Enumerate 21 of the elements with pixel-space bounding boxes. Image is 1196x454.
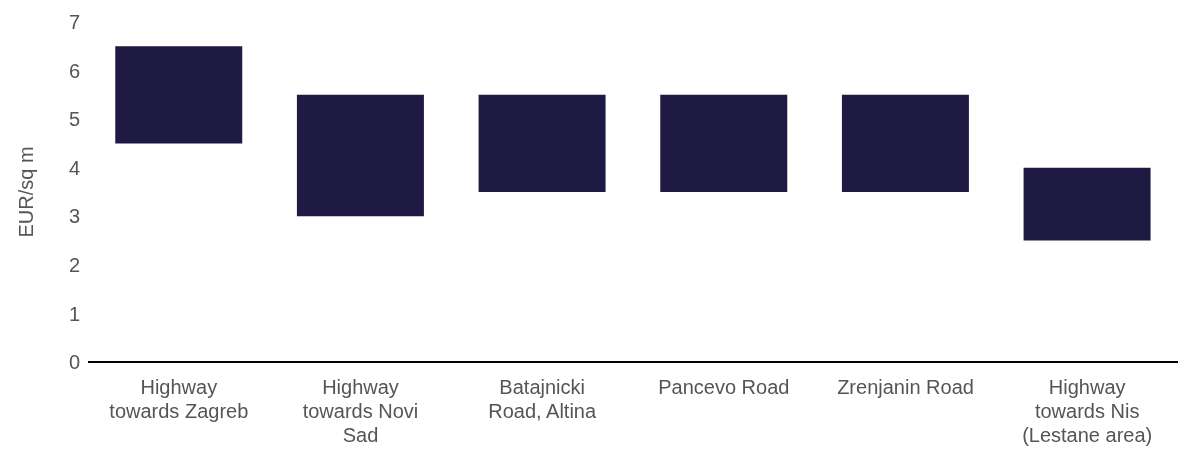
y-tick-label: 1 <box>68 302 80 325</box>
y-tick-label: 2 <box>68 253 80 276</box>
x-tick-label: Batajnicki Road, Altina <box>488 376 597 422</box>
x-tick-label: Pancevo Road <box>658 376 790 398</box>
bar <box>841 94 969 192</box>
y-tick-label: 5 <box>68 108 80 131</box>
y-tick-label: 6 <box>68 59 80 82</box>
y-axis-title: EUR/sq m <box>15 146 38 238</box>
x-tick-label: Highway towards Nis (Lestane area) <box>1022 376 1153 446</box>
x-tick-label: Highway towards Novi Sad <box>302 376 419 446</box>
y-tick-label: 0 <box>68 351 80 374</box>
bar <box>478 94 606 192</box>
x-tick-label: Highway towards Zagreb <box>109 376 249 422</box>
bar <box>1023 167 1151 241</box>
bar <box>115 46 243 144</box>
bar <box>660 94 788 192</box>
y-tick-label: 7 <box>68 11 80 34</box>
x-tick-label: Zrenjanin Road <box>837 376 974 398</box>
bar <box>296 94 424 217</box>
y-tick-label: 4 <box>68 156 80 179</box>
y-tick-label: 3 <box>68 205 80 228</box>
